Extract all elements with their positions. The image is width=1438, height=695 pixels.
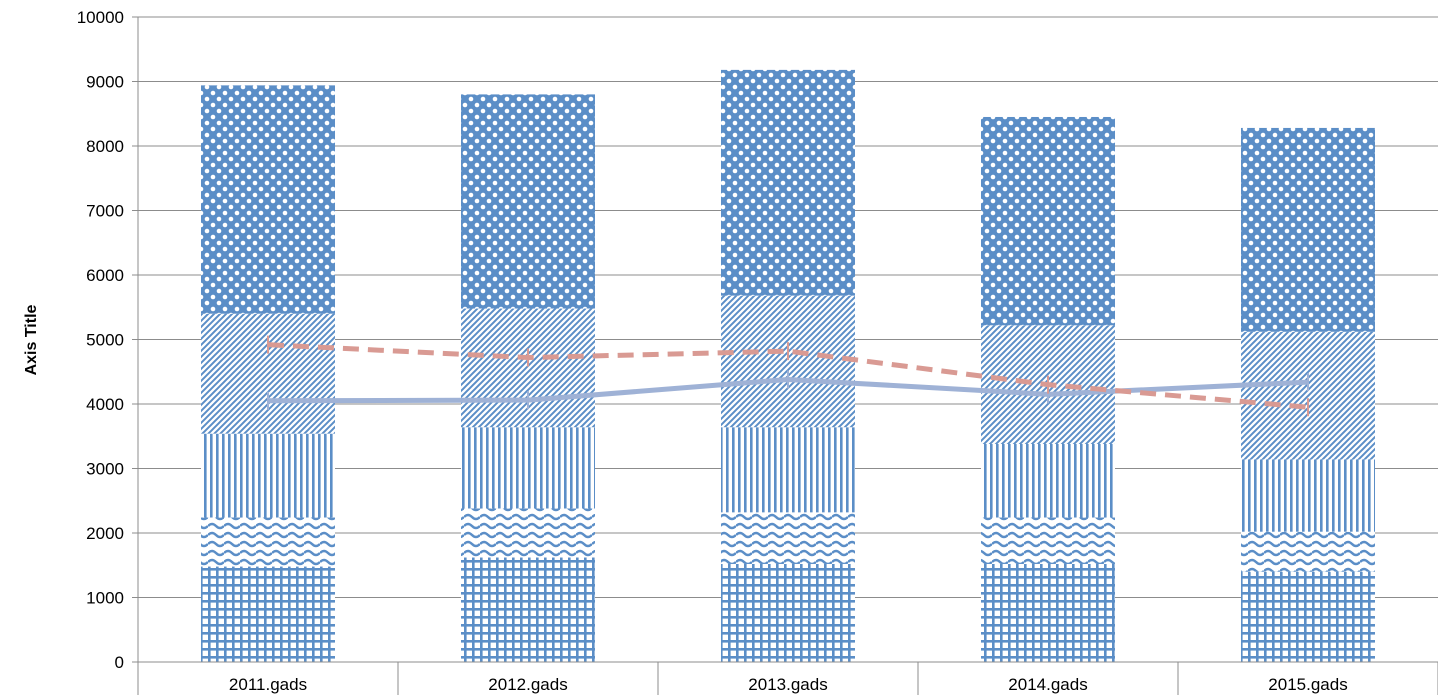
- x-axis: 2011.gads 2012.gads 2013.gads 2014.gads 2015…: [137, 661, 1438, 695]
- y-axis-title: Axis Title: [23, 304, 40, 375]
- bar-segment-grid: [1241, 571, 1375, 662]
- x-tick-label: 2011.gads: [229, 675, 307, 694]
- bar-segment-vertical: [461, 427, 595, 509]
- y-tick-label: 4000: [86, 395, 124, 414]
- bar-segment-dots: [461, 94, 595, 309]
- y-tick-label: 7000: [86, 202, 124, 221]
- y-tick-label: 2000: [86, 524, 124, 543]
- bar-segment-grid: [981, 563, 1115, 662]
- bar-segment-grid: [461, 557, 595, 662]
- y-tick-label: 5000: [86, 331, 124, 350]
- x-tick-label: 2014.gads: [1008, 675, 1087, 694]
- bar-segment-wave: [981, 517, 1115, 564]
- y-tick-label: 1000: [86, 589, 124, 608]
- x-tick-label: 2012.gads: [488, 675, 567, 694]
- bar-segment-vertical: [981, 443, 1115, 518]
- bar-segment-diagonal: [1241, 331, 1375, 460]
- y-tick-label: 10000: [77, 8, 124, 27]
- bar-segment-wave: [461, 508, 595, 558]
- y-tick-label: 8000: [86, 137, 124, 156]
- bar-segment-wave: [721, 512, 855, 564]
- bar-segment-grid: [721, 563, 855, 662]
- bar-segment-vertical: [1241, 459, 1375, 532]
- y-tick-label: 3000: [86, 460, 124, 479]
- bar-segment-dots: [201, 85, 335, 314]
- bar-segment-vertical: [201, 433, 335, 518]
- bar-segment-wave: [1241, 531, 1375, 572]
- bar-segment-wave: [201, 517, 335, 567]
- bar-segment-diagonal: [461, 308, 595, 428]
- bar-segment-grid: [201, 566, 335, 662]
- bar-segment-dots: [721, 69, 855, 296]
- x-tick-label: 2015.gads: [1268, 675, 1347, 694]
- y-tick-label: 0: [115, 653, 124, 672]
- bar-segment-diagonal: [201, 313, 335, 434]
- bars: [201, 69, 1375, 662]
- y-tick-label: 6000: [86, 266, 124, 285]
- bar-segment-diagonal: [721, 295, 855, 428]
- bar-segment-vertical: [721, 427, 855, 513]
- x-tick-label: 2013.gads: [748, 675, 827, 694]
- bar-segment-dots: [981, 116, 1115, 326]
- bar-segment-dots: [1241, 127, 1375, 332]
- y-tick-label: 9000: [86, 73, 124, 92]
- y-axis: 0 1000 2000 3000 4000 5000 6000 7000 8000 9000 100…: [77, 8, 139, 672]
- lines: [267, 335, 1309, 417]
